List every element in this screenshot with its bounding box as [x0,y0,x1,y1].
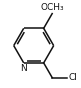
Text: OCH₃: OCH₃ [40,3,64,12]
Text: N: N [20,64,27,73]
Text: Cl: Cl [68,73,77,82]
